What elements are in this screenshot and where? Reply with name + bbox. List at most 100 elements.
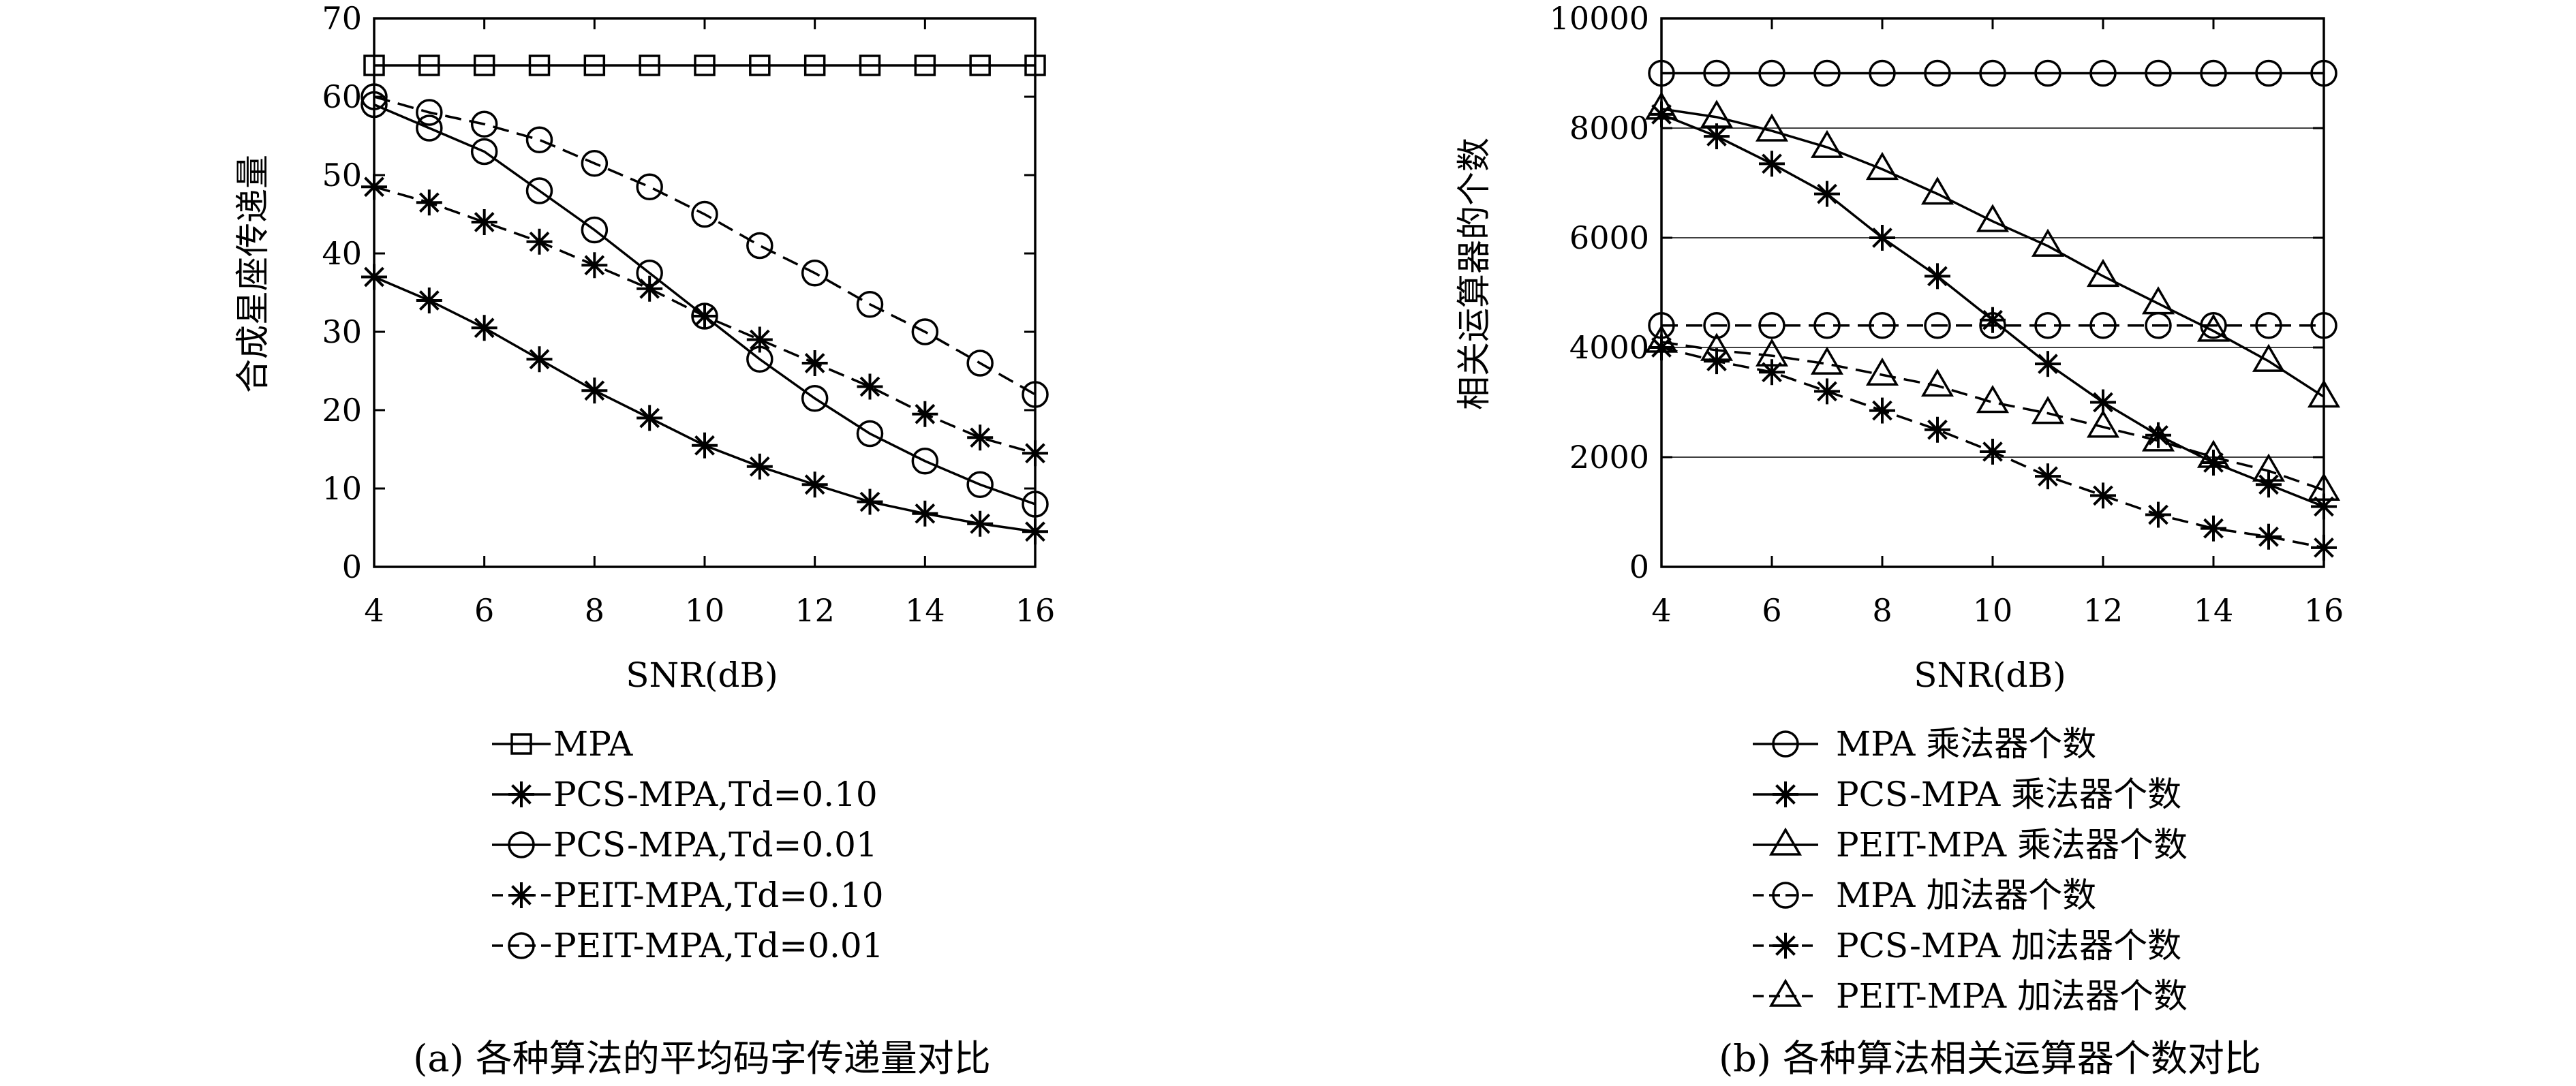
- chart-a-data-point: [639, 55, 660, 76]
- chart-b-data-point: [2035, 463, 2061, 490]
- chart-b-data-point: [2252, 343, 2286, 372]
- chart-b-data-point: [1980, 438, 2006, 465]
- chart-a-data-point: [912, 401, 938, 427]
- chart-b-data-point: [1759, 359, 1785, 386]
- chart-b-data-point: [2310, 312, 2337, 339]
- chart-a-data-point: [416, 99, 443, 126]
- chart-b-data-point: [1924, 59, 1951, 87]
- chart-a-data-point: [1022, 440, 1048, 467]
- chart-b-data-point: [1869, 59, 1896, 87]
- chart-a-data-point: [856, 291, 884, 318]
- chart-a-ytick-label: 40: [322, 235, 362, 272]
- chart-b-data-point: [1703, 59, 1730, 87]
- chart-a-ytick-label: 30: [322, 313, 362, 350]
- chart-a-legend-marker: [508, 781, 534, 807]
- chart-a-data-point: [801, 385, 829, 412]
- chart-a-data-point: [525, 126, 553, 153]
- chart-b-legend-entry: PEIT-MPA 加法器个数: [1753, 976, 2188, 1016]
- chart-b-data-point: [1758, 59, 1785, 87]
- chart-a-data-point: [526, 346, 553, 373]
- chart-b-data-point: [1649, 101, 1674, 127]
- chart-a-data-point: [471, 315, 497, 341]
- chart-b-data-point: [2256, 523, 2282, 550]
- chart-b-data-point: [1920, 176, 1954, 205]
- chart-a-data-point: [361, 264, 387, 290]
- chart-a-data-point: [363, 55, 385, 76]
- chart-a-legend-label: PEIT-MPA,Td=0.10: [553, 875, 884, 915]
- chart-a-throughput: 4 6 8 10 12 14 16 0 10 20 30 40 50 60 70 MPA PCS-MPA,Td=…: [322, 0, 1055, 965]
- chart-b-legend-label: PCS-MPA 乘法器个数: [1836, 775, 2181, 814]
- chart-b-ytick-label: 10000: [1550, 0, 1649, 37]
- chart-b-caption: (b) 各种算法相关运算器个数对比: [1719, 1037, 2261, 1080]
- chart-b-data-point: [1976, 204, 2010, 232]
- chart-b-data-point: [1865, 357, 1899, 386]
- chart-a-data-point: [857, 488, 883, 515]
- chart-a-series-4: [361, 174, 1048, 467]
- chart-a-caption: (a) 各种算法的平均码字传递量对比: [413, 1037, 991, 1080]
- chart-a-data-point: [1022, 518, 1048, 545]
- chart-b-data-point: [1925, 263, 1950, 290]
- chart-b-data-point: [2031, 396, 2065, 424]
- chart-b-data-point: [2090, 482, 2116, 509]
- chart-a-data-point: [471, 209, 497, 235]
- chart-a-legend-entry: PEIT-MPA,Td=0.10: [492, 875, 884, 915]
- chart-b-data-point: [1976, 385, 2010, 414]
- chart-a-data-point: [416, 114, 443, 142]
- chart-a-data-point: [966, 350, 994, 377]
- chart-a-legend-entry: PEIT-MPA,Td=0.01: [492, 926, 884, 965]
- chart-b-data-point: [2145, 501, 2171, 528]
- chart-a-ytick-label: 20: [322, 392, 362, 429]
- chart-b-xlabel: SNR(dB): [1914, 655, 2066, 695]
- chart-b-series-line: [1661, 341, 2325, 491]
- chart-a-xtick-label: 6: [474, 592, 494, 629]
- chart-a-data-point: [857, 373, 883, 400]
- chart-a-data-point: [583, 55, 606, 76]
- chart-b-data-point: [1755, 338, 1789, 367]
- chart-a-legend-marker: [508, 932, 535, 959]
- chart-b-legend-marker: [1773, 781, 1798, 807]
- chart-a-data-point: [967, 424, 994, 451]
- chart-b-data-point: [2201, 515, 2226, 542]
- chart-b-xtick-label: 6: [1762, 592, 1781, 629]
- chart-b-data-point: [2034, 312, 2061, 339]
- chart-b-data-point: [1700, 99, 1734, 128]
- chart-b-data-point: [1810, 129, 1844, 158]
- chart-b-data-point: [2196, 313, 2230, 342]
- chart-b-data-point: [1648, 59, 1675, 87]
- chart-b-data-point: [1700, 332, 1734, 361]
- chart-a-data-point: [912, 500, 938, 527]
- chart-a-data-point: [470, 110, 498, 138]
- chart-a-data-point: [969, 55, 991, 76]
- chart-a-data-point: [1022, 381, 1049, 408]
- chart-b-data-point: [1979, 59, 2006, 87]
- chart-b-data-point: [2086, 258, 2120, 288]
- chart-b-legend-marker: [1772, 882, 1799, 909]
- chart-b-data-point: [1979, 312, 2006, 339]
- chart-a-data-point: [637, 405, 663, 431]
- chart-a-series-2: [361, 264, 1048, 545]
- chart-a-data-point: [473, 55, 495, 76]
- chart-b-series-4: [1648, 312, 2337, 339]
- chart-b-data-point: [1869, 225, 1895, 251]
- chart-b-data-point: [2145, 312, 2172, 339]
- chart-a-xtick-label: 16: [1015, 592, 1056, 629]
- chart-b-ylabel: 相关运算器的个数: [1454, 138, 1494, 410]
- chart-a-data-point: [581, 377, 608, 404]
- chart-b-data-point: [1869, 312, 1896, 339]
- chart-a-data-point: [418, 55, 440, 76]
- chart-b-data-point: [2031, 228, 2065, 257]
- chart-a-data-point: [749, 55, 771, 76]
- chart-b-legend-entry: PEIT-MPA 乘法器个数: [1753, 825, 2188, 865]
- chart-b-ytick-label: 2000: [1569, 439, 1649, 476]
- chart-b-series-5: [1649, 335, 2337, 561]
- chart-a-data-point: [967, 510, 994, 537]
- chart-b-data-point: [2307, 379, 2341, 408]
- chart-a-series-1: [363, 55, 1046, 76]
- chart-a-data-point: [914, 55, 936, 76]
- chart-b-legend-entry: PCS-MPA 乘法器个数: [1753, 775, 2181, 814]
- chart-a-data-point: [416, 189, 442, 216]
- chart-b-data-point: [2307, 472, 2341, 501]
- chart-a-data-point: [911, 318, 939, 345]
- chart-a-data-point: [1022, 491, 1049, 518]
- chart-a-ylabel: 合成星座传递量: [233, 155, 273, 393]
